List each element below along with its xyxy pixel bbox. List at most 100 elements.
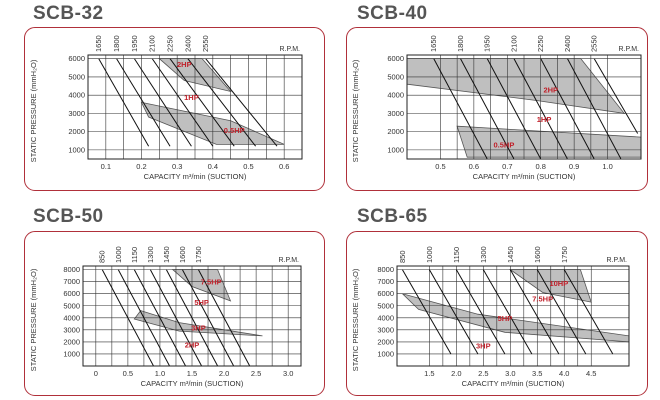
scb-65-chart: 850 1000 1150 1300 1450 1600 1750 R.P.M. 1.5 2.0 2… (351, 246, 630, 388)
scb-32-chart-panel: 1650 1800 1950 2100 2250 2400 2550 R.P.M. 0.1 0.2… (24, 27, 325, 191)
rpm-line-1600 (536, 269, 587, 355)
rpm-tick-label-1300: 1300 (479, 246, 488, 263)
x-tick-label: 0 (94, 369, 98, 378)
y-tick-label: 5000 (63, 301, 80, 310)
plot-border (87, 54, 303, 160)
power-label-3: 3HP (476, 342, 491, 351)
power-label-2: 5HP (498, 314, 513, 323)
rpm-line-1800 (460, 58, 515, 159)
x-tick-label: 0.5 (123, 369, 133, 378)
x-tick-label: 2.5 (478, 369, 488, 378)
x-tick-label: 2.5 (251, 369, 261, 378)
rpm-line-1300 (149, 269, 203, 366)
rpm-line-1150 (455, 269, 506, 355)
rpm-line-1750 (197, 269, 251, 366)
rpm-line-2100 (151, 58, 214, 147)
power-label-3: 2HP (185, 340, 200, 349)
rpm-tick-label-1000: 1000 (425, 246, 434, 263)
y-axis-title: STATIC PRESSURE (mmH₂O) (351, 59, 360, 162)
y-tick-label: 6000 (377, 289, 394, 298)
x-tick-label: 0.9 (569, 162, 579, 171)
plot-border (396, 265, 630, 367)
rpm-line-group (101, 269, 251, 366)
rpm-line-1300 (482, 269, 533, 355)
x-tick-label: 0.7 (502, 162, 512, 171)
x-tick-label: 3.0 (505, 369, 515, 378)
rpm-line-2250 (540, 58, 595, 159)
x-tick-label: 0.4 (208, 162, 218, 171)
rpm-line-1450 (165, 269, 219, 366)
grid-group (407, 55, 641, 159)
x-axis-title: CAPACITY m³/min (SUCTION) (144, 172, 247, 181)
rpm-tick-label-850: 850 (98, 250, 107, 263)
power-region-group (407, 58, 641, 158)
power-label-1: 5HP (194, 298, 209, 307)
y-tick-label: 6000 (68, 54, 85, 63)
x-tick-label: 1.5 (187, 369, 197, 378)
rpm-line-1600 (181, 269, 235, 366)
y-tick-label: 2000 (377, 337, 394, 346)
rpm-tick-label-1600: 1600 (178, 246, 187, 263)
rpm-line-1450 (509, 269, 560, 355)
x-tick-label: 0.2 (136, 162, 146, 171)
rpm-tick-label-1800: 1800 (456, 35, 465, 52)
rpm-line-group (433, 58, 639, 159)
rpm-tick-label-2250: 2250 (166, 35, 175, 52)
x-tick-label: 0.5 (243, 162, 253, 171)
power-label-0: 2HP (177, 60, 192, 69)
y-tick-label: 4000 (63, 313, 80, 322)
rpm-unit-label: R.P.M. (279, 257, 300, 264)
y-tick-label: 3000 (377, 325, 394, 334)
y-tick-label: 1000 (387, 145, 404, 154)
rpm-line-850 (401, 269, 452, 355)
x-tick-label: 3.0 (283, 369, 293, 378)
y-axis-title: STATIC PRESSURE (mmH₂O) (29, 268, 38, 371)
power-label-2: 0.5HP (224, 126, 245, 135)
rpm-line-2550 (593, 58, 639, 134)
y-tick-label: 3000 (387, 109, 404, 118)
x-tick-label: 1.0 (155, 369, 165, 378)
plot-border (406, 54, 642, 160)
y-tick-label: 8000 (377, 265, 394, 274)
rpm-line-2250 (169, 58, 235, 147)
scb-50-chart: 850 1000 1150 1300 1450 1600 1750 R.P.M. 0 0.5 1.0… (29, 246, 302, 388)
y-tick-label: 4000 (68, 91, 85, 100)
rpm-tick-label-1150: 1150 (130, 247, 139, 263)
rpm-line-2400 (567, 58, 622, 159)
scb-50-title: SCB-50 (33, 206, 104, 227)
rpm-line-1950 (486, 58, 542, 159)
rpm-tick-label-2250: 2250 (536, 35, 545, 52)
scb-65-chart-panel: 850 1000 1150 1300 1450 1600 1750 R.P.M. 1.5 2.0 2… (346, 231, 648, 396)
y-tick-label: 3000 (68, 109, 85, 118)
y-tick-label: 1000 (68, 145, 85, 154)
plot-area (397, 266, 629, 366)
x-tick-label: 0.6 (279, 162, 289, 171)
grid-group (83, 266, 301, 366)
power-region-2 (456, 125, 641, 158)
rpm-tick-label-1950: 1950 (483, 35, 492, 52)
x-tick-label: 0.3 (172, 162, 182, 171)
rpm-unit-label: R.P.M. (607, 257, 628, 264)
rpm-unit-label: R.P.M. (619, 46, 640, 53)
scb-32-title: SCB-32 (33, 3, 104, 24)
rpm-line-850 (101, 269, 154, 366)
grid-group (397, 266, 629, 366)
power-label-1: 1HP (184, 93, 199, 102)
y-axis-title: STATIC PRESSURE (mmH₂O) (29, 59, 38, 162)
y-axis-title: STATIC PRESSURE (mmH₂O) (351, 268, 360, 371)
scb-40-chart-panel: 1650 1800 1950 2100 2250 2400 2550 R.P.M. 0.5 0.6… (346, 27, 648, 191)
rpm-tick-label-1950: 1950 (130, 35, 139, 52)
power-label-0: 10HP (549, 279, 568, 288)
power-label-0: 2HP (543, 86, 558, 95)
rpm-tick-label-1150: 1150 (452, 247, 461, 263)
rpm-tick-label-1450: 1450 (162, 246, 171, 263)
rpm-line-1800 (116, 58, 171, 147)
x-tick-label: 0.1 (101, 162, 111, 171)
rpm-tick-label-2550: 2550 (201, 35, 210, 52)
x-axis-title: CAPACITY m³/min (SUCTION) (462, 379, 565, 388)
x-tick-label: 0.6 (469, 162, 479, 171)
scb-32-chart: 1650 1800 1950 2100 2250 2400 2550 R.P.M. 0.1 0.2… (29, 35, 303, 181)
rpm-tick-label-1650: 1650 (94, 35, 103, 52)
rpm-tick-label-1800: 1800 (112, 35, 121, 52)
x-tick-label: 4.0 (559, 369, 569, 378)
